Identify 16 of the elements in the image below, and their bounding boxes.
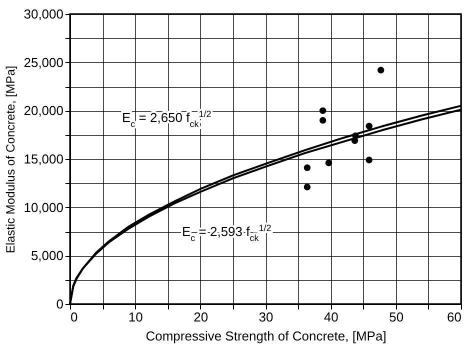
y-tick-label: 10,000: [24, 200, 64, 215]
x-tick-label: 60: [447, 310, 462, 324]
x-axis-title: Compressive Strength of Concrete, [MPa]: [146, 328, 386, 344]
x-tick-label: 10: [128, 310, 143, 324]
y-tick-label: 5,000: [30, 248, 64, 264]
y-axis-title: Elastic Modulus of Concrete, [MPa]: [4, 66, 18, 254]
x-tick-label: 50: [389, 310, 404, 324]
y-tick-label: 0: [56, 296, 64, 312]
x-tick-label: 0: [70, 310, 78, 324]
y-tick-label: 25,000: [24, 54, 64, 70]
y-tick-label: 30,000: [24, 6, 64, 22]
x-tick-label: 30: [258, 310, 274, 324]
x-tick-label: 20: [194, 310, 208, 324]
y-tick-label: 15,000: [24, 152, 64, 166]
y-tick-label: 20,000: [24, 103, 64, 118]
x-tick-label: 40: [324, 310, 338, 324]
